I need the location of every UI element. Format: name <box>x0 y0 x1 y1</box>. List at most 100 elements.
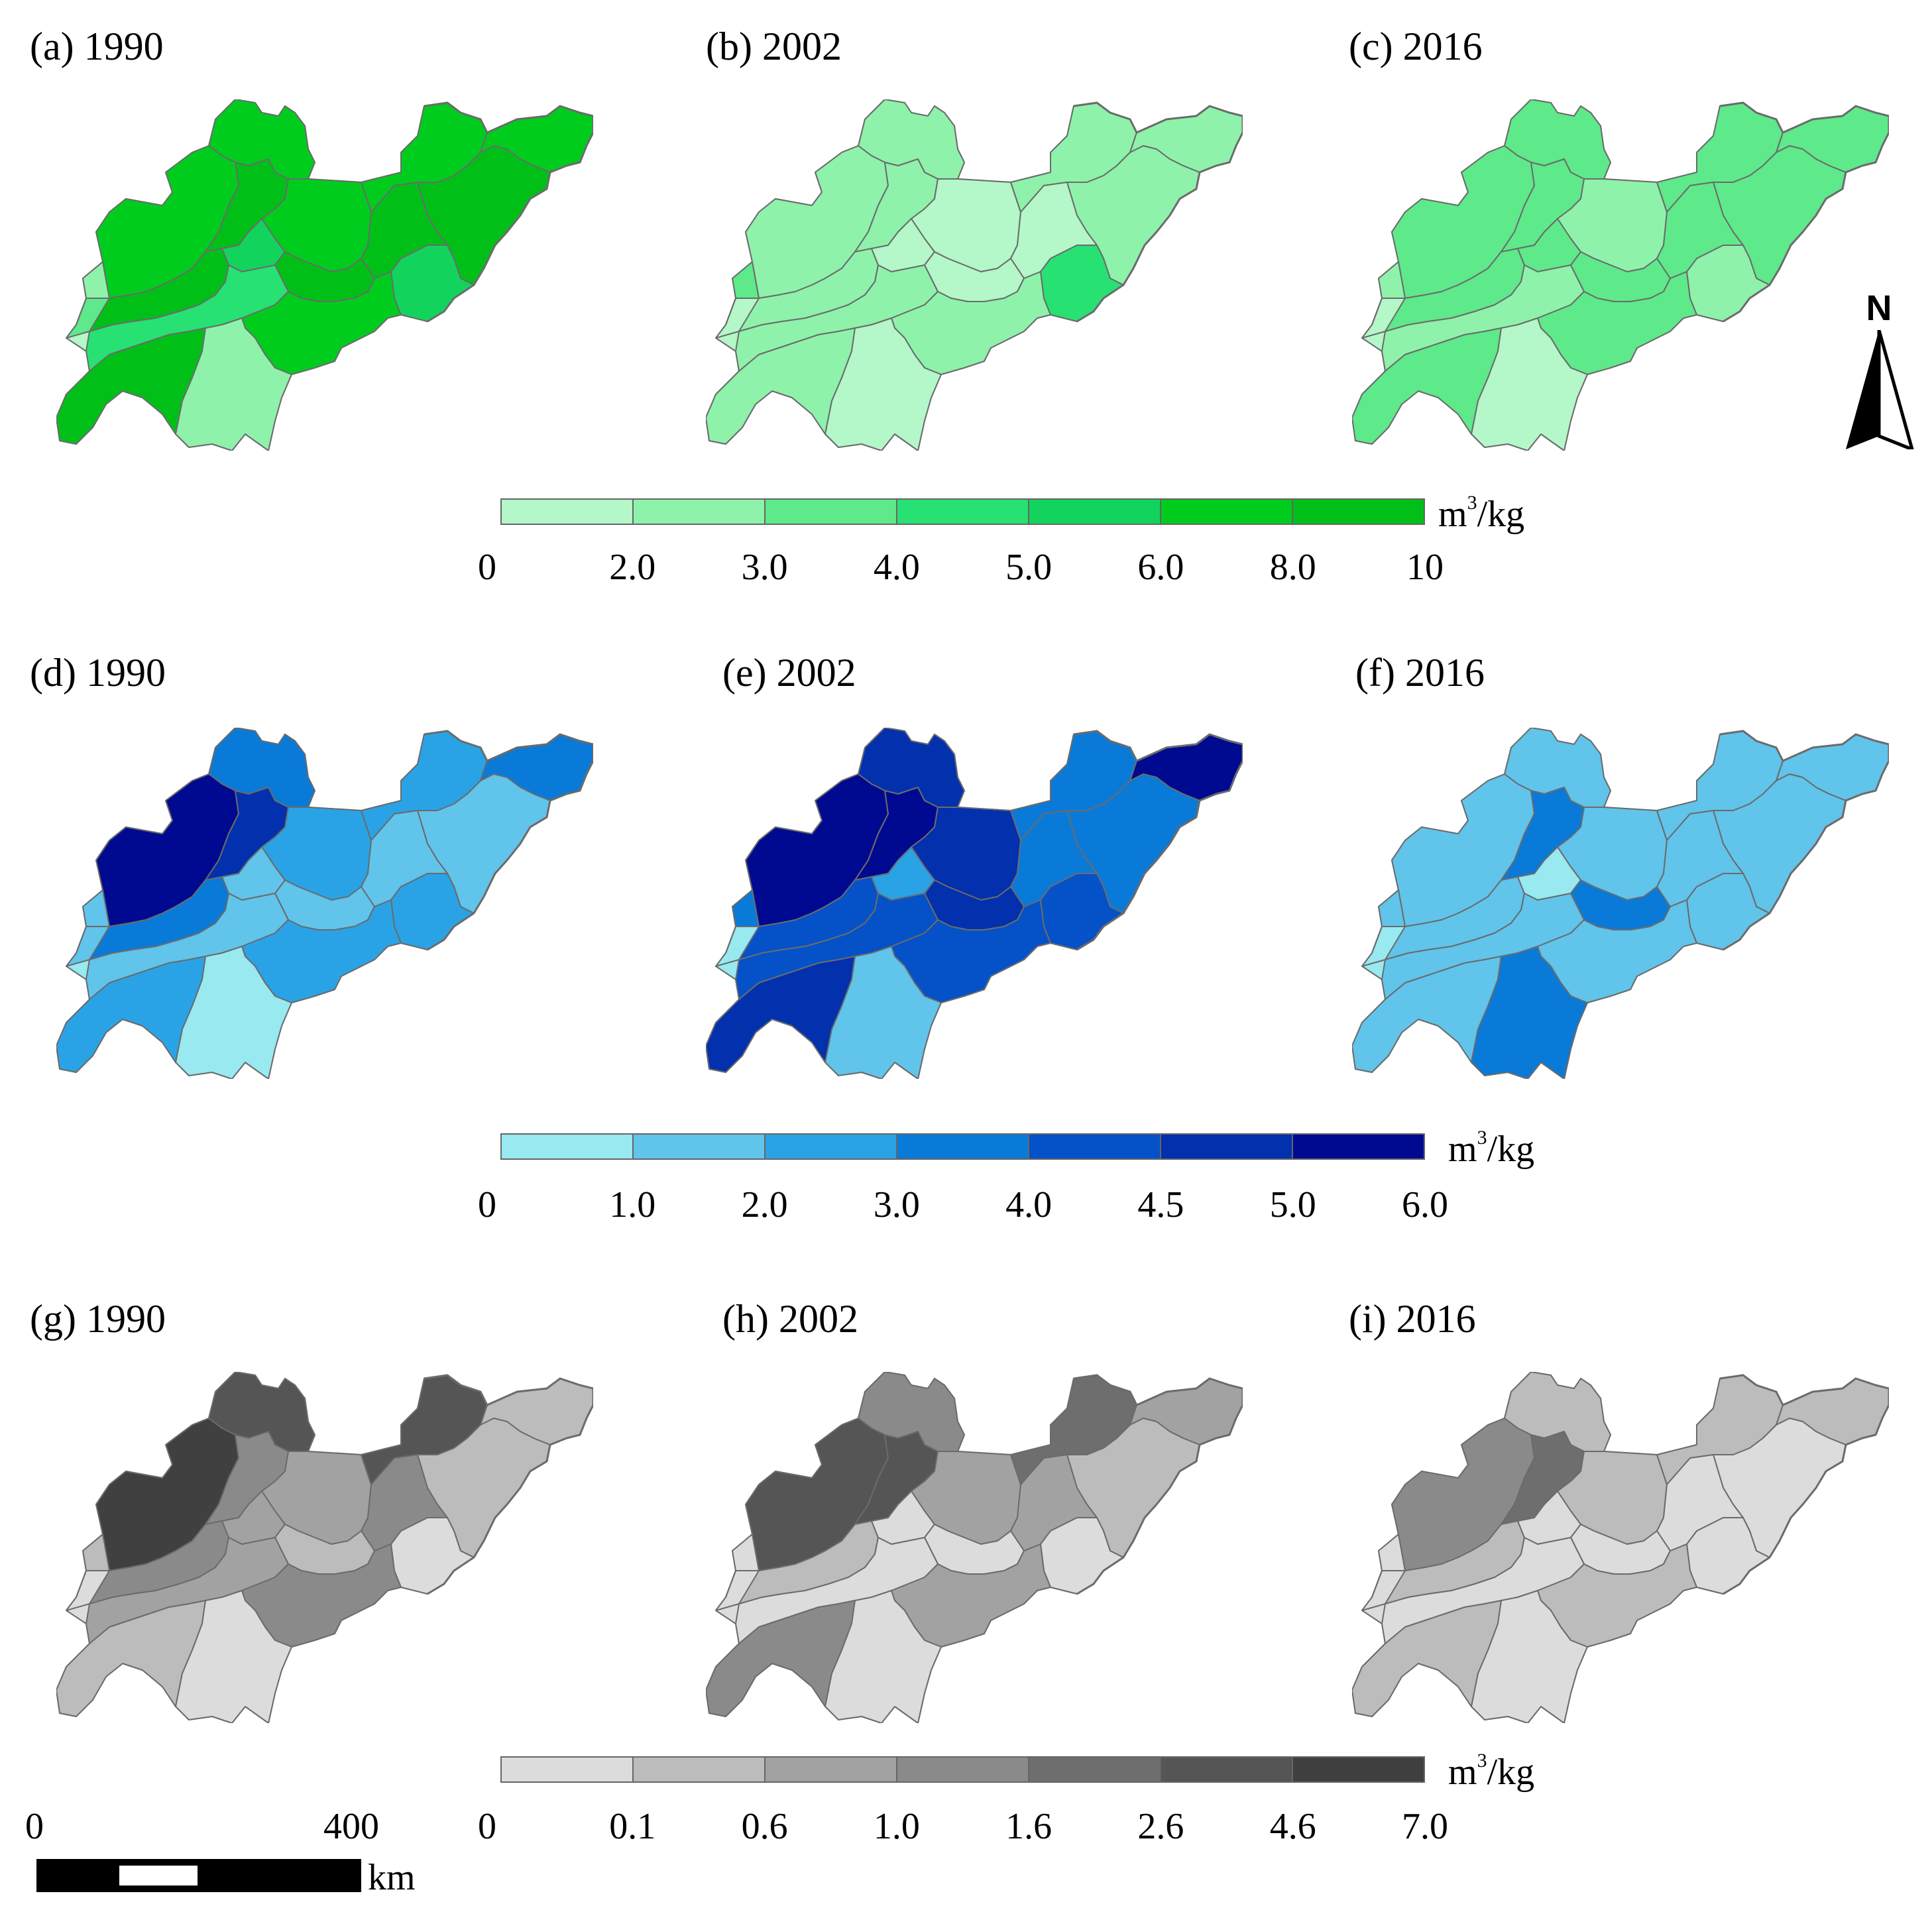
scalebar-segment <box>36 1859 361 1892</box>
legend-swatch-6 <box>1161 500 1293 524</box>
city-region-18 <box>1371 261 1406 325</box>
north-arrow: N <box>1843 290 1915 449</box>
legend-ticks-row3: 0 0.1 0.6 1.0 1.6 2.6 4.6 7.0 <box>0 1808 1932 1848</box>
panel-title-c: (c) 2016 <box>1349 25 1483 68</box>
legend-tick-label: 4.0 <box>873 547 920 588</box>
scalebar-start-label: 0 <box>25 1806 44 1847</box>
legend-swatch-2 <box>634 500 766 524</box>
city-region-16 <box>824 946 942 1079</box>
legend-swatch-7 <box>1293 1758 1424 1781</box>
map-g <box>56 1372 593 1723</box>
legend-swatch-5 <box>1029 500 1161 524</box>
coastline <box>1719 730 1889 951</box>
city-region-16 <box>824 317 942 451</box>
legend-bar-row2 <box>500 1133 1425 1160</box>
city-region-12 <box>1686 1517 1770 1595</box>
legend-unit-row2: m3/kg <box>1448 1127 1535 1170</box>
legend-unit-row3: m3/kg <box>1448 1750 1535 1793</box>
city-region-16 <box>1471 317 1588 451</box>
legend-tick-label: 6.0 <box>1137 547 1184 588</box>
map-f <box>1352 728 1889 1079</box>
legend-tick-label: 0.1 <box>609 1806 656 1847</box>
legend-tick-label: 0 <box>478 1184 496 1225</box>
map-d <box>56 728 593 1079</box>
map-c <box>1352 99 1889 451</box>
coastline <box>1073 101 1243 323</box>
city-region-12 <box>1040 1517 1124 1595</box>
coastline <box>1719 1374 1889 1595</box>
legend-swatch-6 <box>1161 1135 1293 1158</box>
legend-swatch-1 <box>502 1758 634 1781</box>
panel-title-f: (f) 2016 <box>1355 651 1485 695</box>
legend-swatch-5 <box>1029 1135 1161 1158</box>
scalebar-end-label: 400 <box>323 1806 379 1847</box>
city-region-18 <box>1371 1534 1406 1598</box>
legend-tick-label: 2.0 <box>609 547 656 588</box>
city-region-18 <box>1371 889 1406 954</box>
legend-ticks-row2: 0 1.0 2.0 3.0 4.0 4.5 5.0 6.0 <box>0 1186 1932 1226</box>
legend-tick-label: 7.0 <box>1402 1806 1448 1847</box>
legend-tick-label: 3.0 <box>741 547 788 588</box>
legend-swatch-6 <box>1161 1758 1293 1781</box>
panel-title-i: (i) 2016 <box>1349 1297 1476 1341</box>
panel-title-b: (b) 2002 <box>706 25 842 68</box>
city-region-18 <box>725 261 760 325</box>
legend-swatch-1 <box>502 500 634 524</box>
city-region-16 <box>175 317 292 451</box>
panel-title-g: (g) 1990 <box>30 1297 166 1341</box>
scalebar <box>36 1859 361 1892</box>
panel-title-d: (d) 1990 <box>30 651 166 695</box>
city-region-18 <box>76 1534 110 1598</box>
city-region-12 <box>390 1517 475 1595</box>
legend-tick-label: 0.6 <box>741 1806 788 1847</box>
coastline <box>424 730 593 951</box>
legend-bar-row1 <box>500 498 1425 525</box>
legend-tick-label: 4.5 <box>1137 1184 1184 1225</box>
legend-tick-label: 5.0 <box>1005 547 1052 588</box>
city-region-18 <box>76 889 110 954</box>
legend-swatch-2 <box>634 1758 766 1781</box>
coastline <box>1073 1374 1243 1595</box>
legend-tick-label: 1.0 <box>873 1806 920 1847</box>
legend-tick-label: 4.0 <box>1005 1184 1052 1225</box>
legend-tick-label: 2.6 <box>1137 1806 1184 1847</box>
legend-tick-label: 5.0 <box>1269 1184 1316 1225</box>
city-region-12 <box>1040 873 1124 950</box>
legend-swatch-7 <box>1293 500 1424 524</box>
scalebar-segment-white <box>119 1866 198 1885</box>
city-region-12 <box>390 245 475 322</box>
legend-swatch-5 <box>1029 1758 1161 1781</box>
coastline <box>424 101 593 323</box>
map-e <box>706 728 1243 1079</box>
city-region-18 <box>76 261 110 325</box>
north-arrow-icon <box>1846 330 1914 449</box>
city-region-12 <box>390 873 475 950</box>
legend-swatch-7 <box>1293 1135 1424 1158</box>
legend-tick-label: 1.6 <box>1005 1806 1052 1847</box>
map-a <box>56 99 593 451</box>
legend-swatch-3 <box>766 1758 897 1781</box>
scalebar-unit-label: km <box>368 1857 416 1898</box>
legend-tick-label: 1.0 <box>609 1184 656 1225</box>
coastline <box>424 1374 593 1595</box>
map-b <box>706 99 1243 451</box>
panel-title-a: (a) 1990 <box>30 25 164 68</box>
legend-swatch-1 <box>502 1135 634 1158</box>
legend-ticks-row1: 0 2.0 3.0 4.0 5.0 6.0 8.0 10 <box>0 549 1932 589</box>
map-i <box>1352 1372 1889 1723</box>
panel-title-e: (e) 2002 <box>722 651 856 695</box>
legend-swatch-4 <box>897 500 1029 524</box>
legend-tick-label: 2.0 <box>741 1184 788 1225</box>
legend-swatch-4 <box>897 1758 1029 1781</box>
legend-tick-label: 10 <box>1406 547 1444 588</box>
legend-swatch-2 <box>634 1135 766 1158</box>
legend-tick-label: 8.0 <box>1269 547 1316 588</box>
city-region-16 <box>175 946 292 1079</box>
legend-tick-label: 3.0 <box>873 1184 920 1225</box>
legend-swatch-4 <box>897 1135 1029 1158</box>
city-region-16 <box>175 1590 292 1723</box>
legend-unit-row1: m3/kg <box>1438 492 1525 535</box>
city-region-16 <box>1471 1590 1588 1723</box>
city-region-16 <box>1471 946 1588 1079</box>
legend-tick-label: 6.0 <box>1402 1184 1448 1225</box>
